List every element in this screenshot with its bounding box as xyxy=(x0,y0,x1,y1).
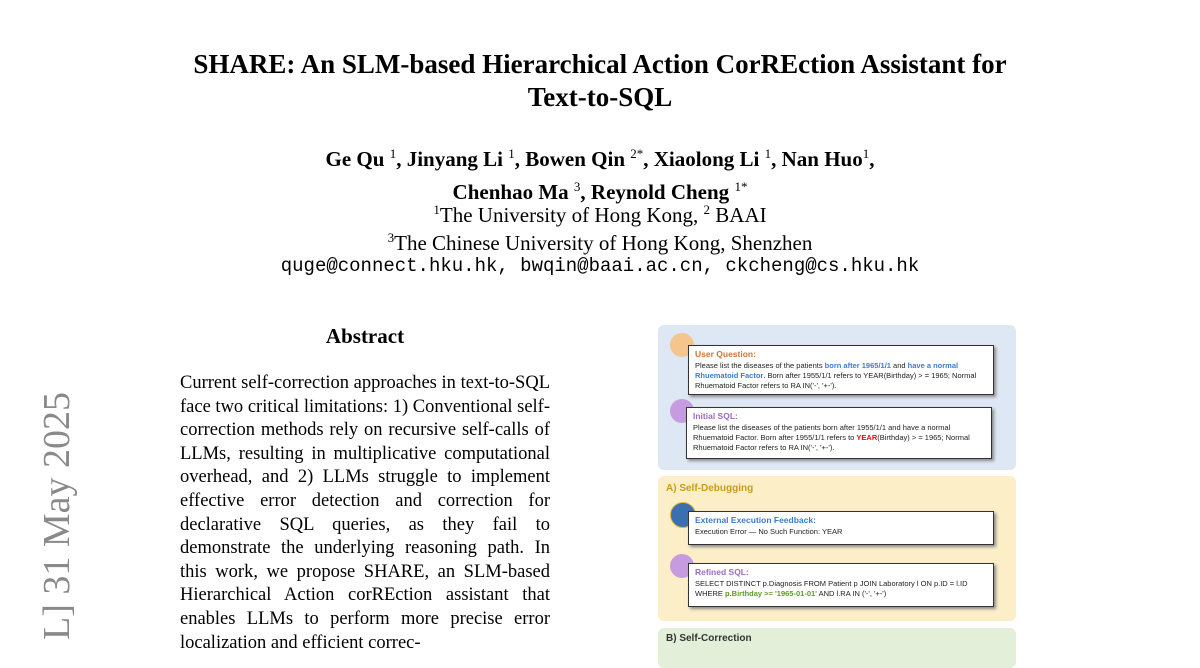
affiliation: 1The University of Hong Kong, 2 BAAI xyxy=(433,202,767,227)
refined-sql-box: Refined SQL: SELECT DISTINCT p.Diagnosis… xyxy=(688,563,994,607)
figure-panel-self-correction: B) Self-Correction xyxy=(658,628,1016,668)
author: Reynold Cheng 1* xyxy=(590,179,748,204)
feedback-box: External Execution Feedback: Execution E… xyxy=(688,511,994,545)
author: Xiaolong Li 1 xyxy=(653,146,772,171)
author: Nan Huo1 xyxy=(781,146,870,171)
author: Bowen Qin 2* xyxy=(525,146,644,171)
affiliation: 3The Chinese University of Hong Kong, Sh… xyxy=(387,230,813,255)
section-label: A) Self-Debugging xyxy=(666,483,754,494)
abstract-heading: Abstract xyxy=(325,324,405,348)
initial-sql-box: Initial SQL: Please list the diseases of… xyxy=(686,407,992,459)
author: Ge Qu 1 xyxy=(325,146,397,171)
title-line: Text-to-SQL xyxy=(527,82,673,112)
figure-panel-self-debugging: A) Self-Debugging External Execution Fee… xyxy=(658,476,1016,621)
figure-panel-input: User Question: Please list the diseases … xyxy=(658,325,1016,470)
user-question-box: User Question: Please list the diseases … xyxy=(688,345,994,395)
emails: quge@connect.hku.hk, bwqin@baai.ac.cn, c… xyxy=(280,255,920,277)
arxiv-identifier: L] 31 May 2025 xyxy=(36,391,78,640)
author-list: Ge Qu 1, Jinyang Li 1, Bowen Qin 2*, Xia… xyxy=(325,146,875,204)
author: Chenhao Ma 3 xyxy=(452,179,581,204)
title-line: SHARE: An SLM-based Hierarchical Action … xyxy=(193,49,1007,79)
abstract-text: Current self-correction approaches in te… xyxy=(180,373,550,653)
author: Jinyang Li 1 xyxy=(406,146,515,171)
section-label: B) Self-Correction xyxy=(666,633,752,644)
paper-title: SHARE: An SLM-based Hierarchical Action … xyxy=(0,48,1200,114)
